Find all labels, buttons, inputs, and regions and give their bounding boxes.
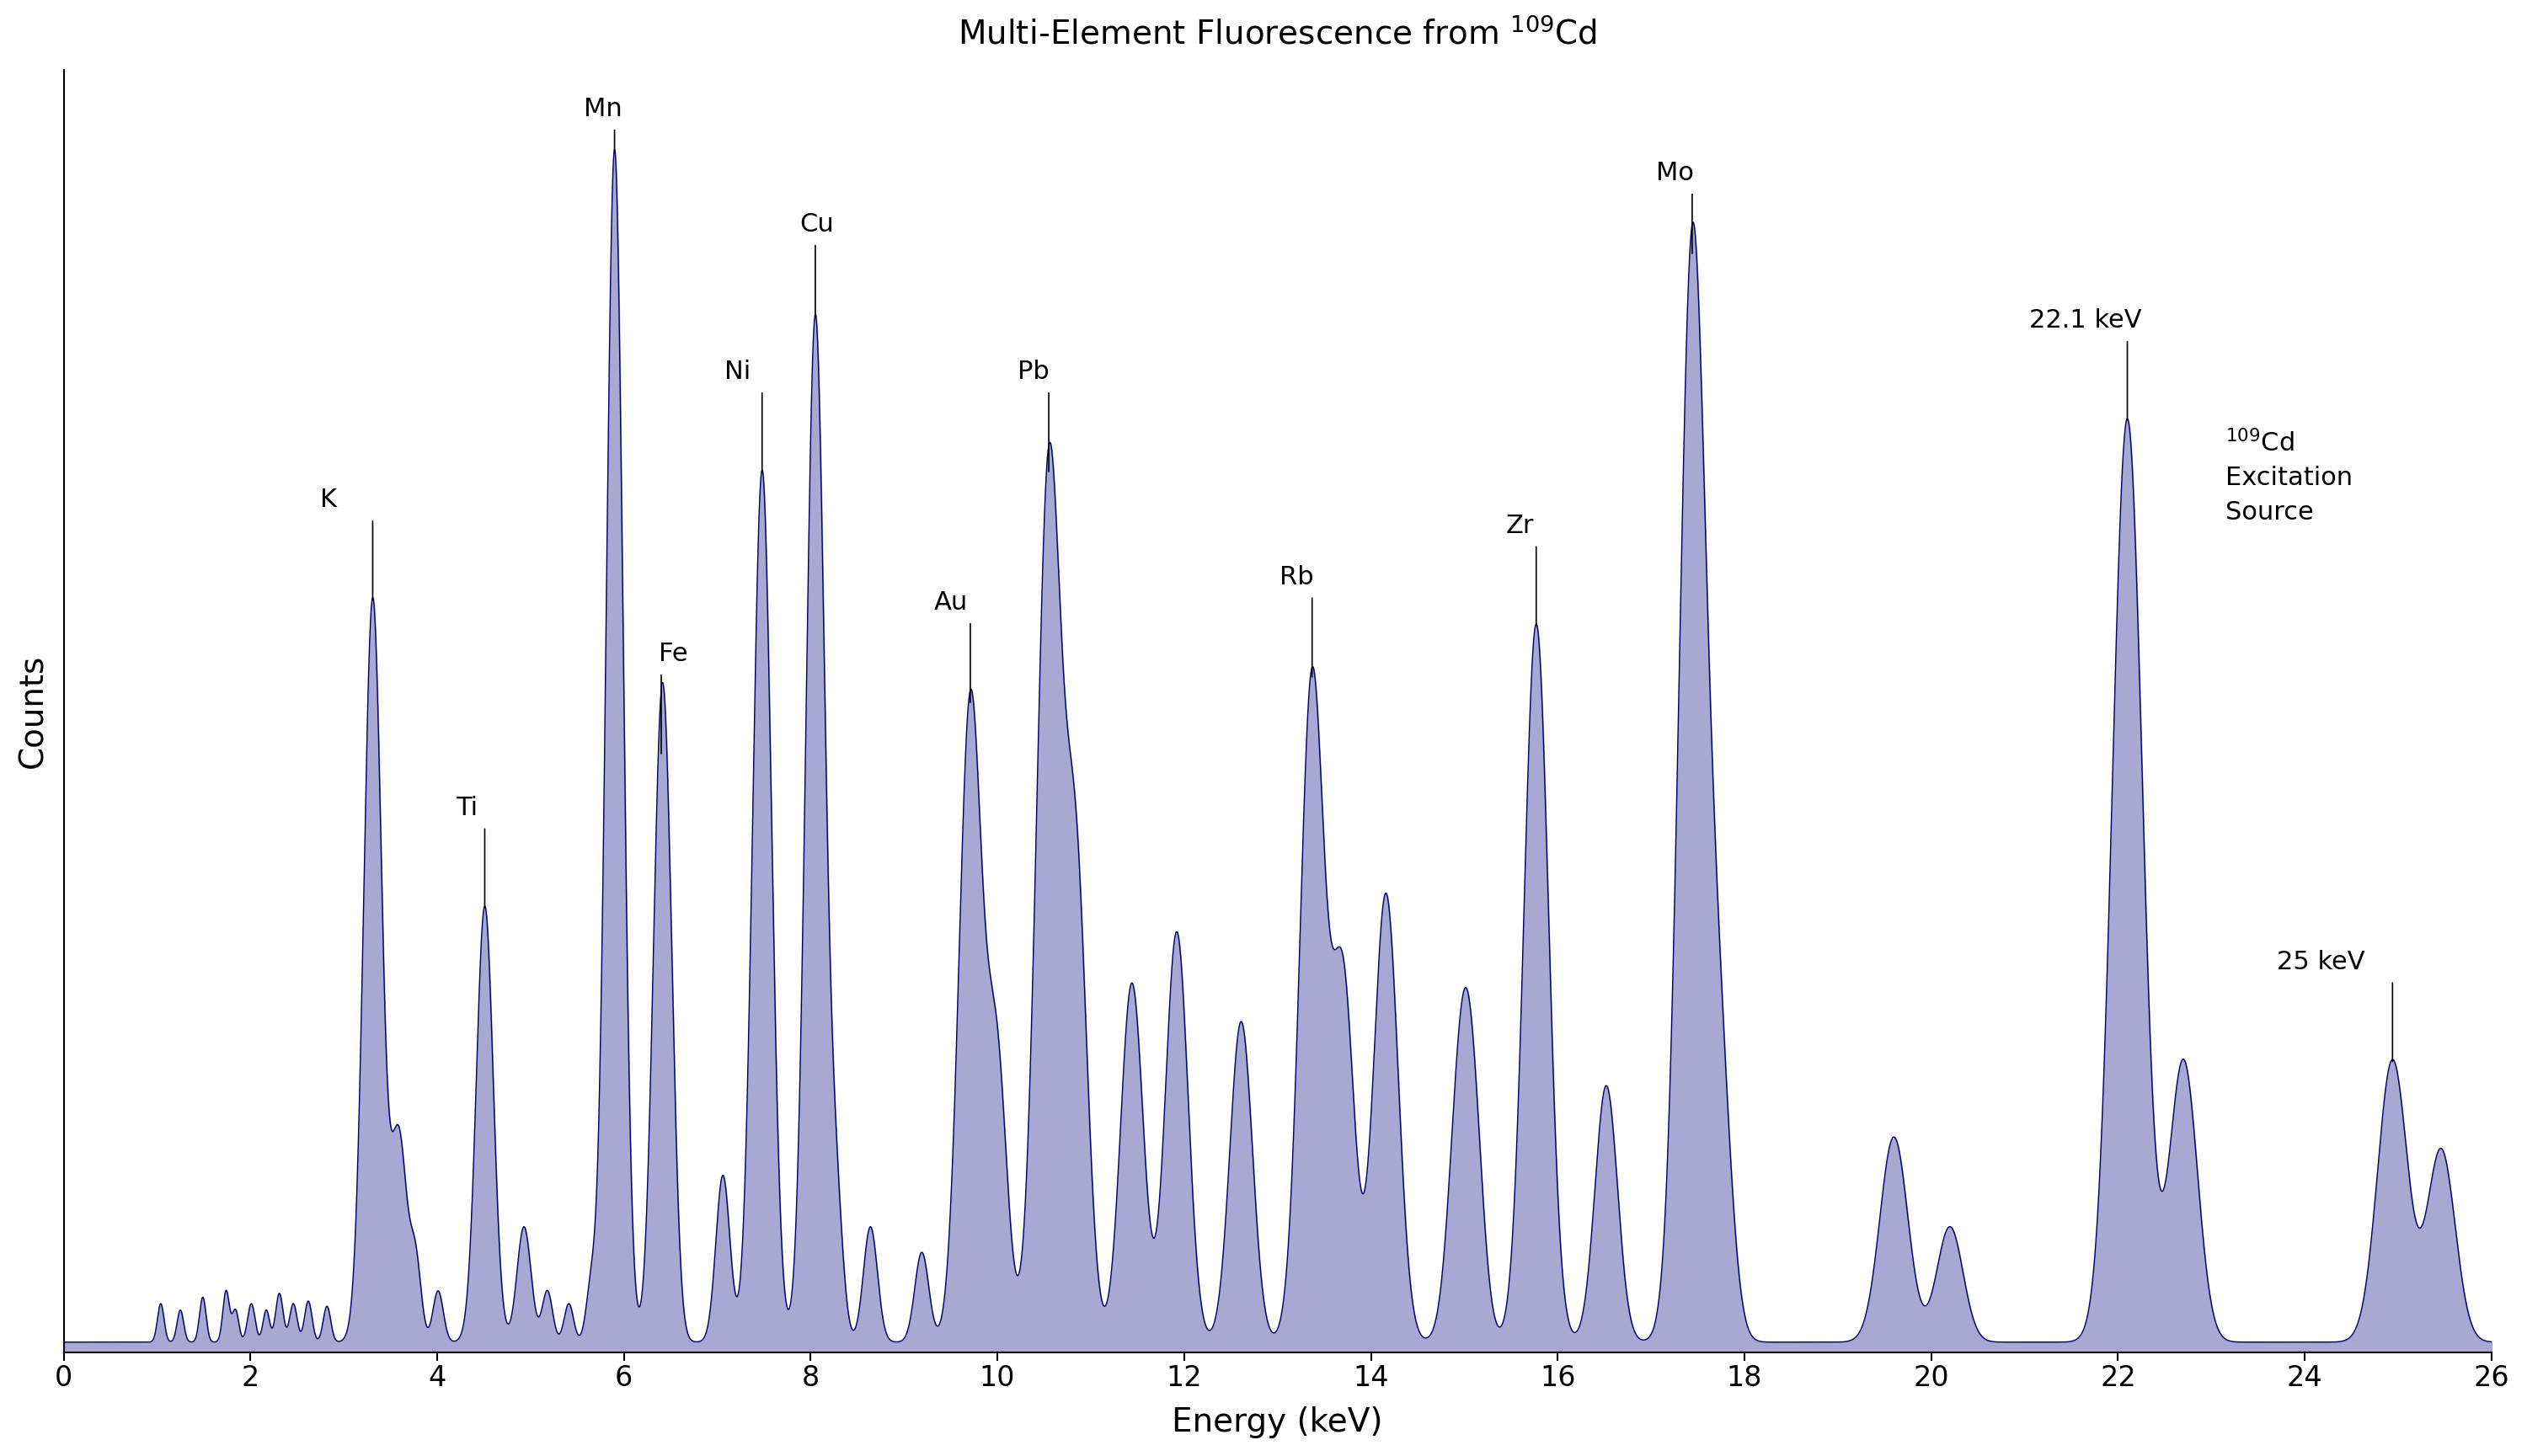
Text: 25 keV: 25 keV <box>2277 949 2365 974</box>
Text: K: K <box>321 488 336 513</box>
Text: Mo: Mo <box>1655 162 1693 185</box>
Text: 22.1 keV: 22.1 keV <box>2029 309 2143 333</box>
Text: Fe: Fe <box>660 642 687 667</box>
Text: Cu: Cu <box>799 213 834 237</box>
Text: Pb: Pb <box>1018 360 1049 384</box>
Text: Rb: Rb <box>1279 565 1314 590</box>
Title: Multi-Element Fluorescence from $^{109}$Cd: Multi-Element Fluorescence from $^{109}$… <box>958 17 1597 51</box>
Text: $^{109}$Cd
Excitation
Source: $^{109}$Cd Excitation Source <box>2226 430 2353 524</box>
Y-axis label: Counts: Counts <box>18 654 51 769</box>
Text: Ni: Ni <box>725 360 751 384</box>
Text: Au: Au <box>935 591 968 614</box>
X-axis label: Energy (keV): Energy (keV) <box>1173 1406 1382 1439</box>
Text: Zr: Zr <box>1506 514 1534 539</box>
Text: Ti: Ti <box>455 796 478 820</box>
Text: Mn: Mn <box>584 98 622 121</box>
